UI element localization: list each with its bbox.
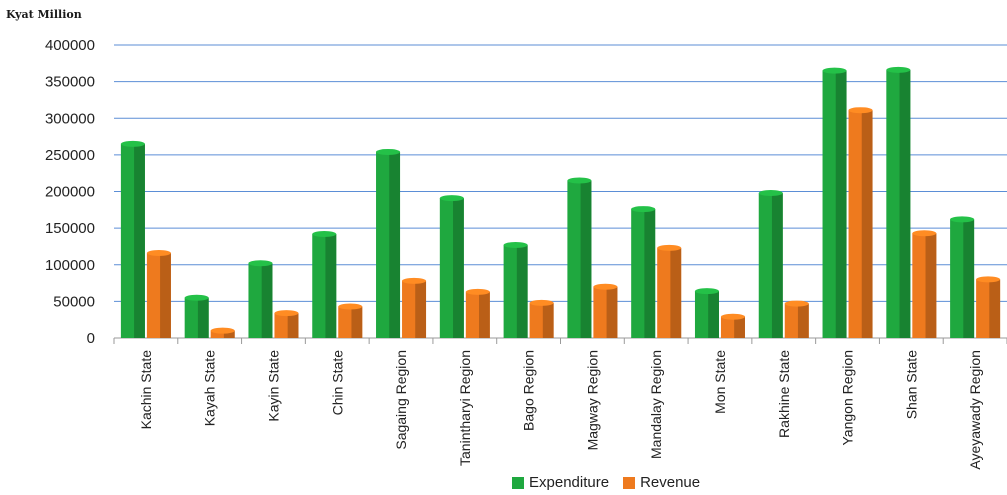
bar-top [950, 216, 975, 223]
x-tick-label: Mon State [712, 350, 728, 414]
bar-top [210, 327, 235, 334]
bar-shade [861, 110, 873, 338]
bar-shade [835, 70, 847, 338]
bar-top [503, 241, 528, 248]
bar-top [976, 276, 1001, 283]
bar-top [694, 288, 719, 295]
bar-shade [261, 263, 273, 338]
bar-shade [415, 280, 427, 338]
bar-shade [542, 302, 554, 338]
legend-item-revenue: Revenue [623, 474, 700, 491]
x-tick-label: Mandalay Region [648, 350, 664, 459]
bar-top [912, 230, 937, 237]
bar-shade [963, 219, 975, 338]
bar-shade [325, 233, 337, 338]
bar-shade [797, 303, 809, 338]
bar-top [567, 177, 592, 184]
x-tick-label: Rakhine State [776, 350, 792, 438]
bar-top [631, 206, 656, 213]
y-tick-label: 350000 [45, 74, 95, 91]
x-tick-label: Kayin State [265, 350, 281, 422]
y-tick-label: 0 [87, 330, 95, 347]
bar-shade [606, 286, 618, 338]
y-tick-label: 200000 [45, 184, 95, 201]
bar-top [465, 288, 490, 295]
x-tick-label: Sagaing Region [393, 350, 409, 450]
bar-shade [197, 297, 209, 338]
x-tick-label: Chin State [329, 350, 345, 416]
y-tick-label: 150000 [45, 220, 95, 237]
bar-shade [134, 143, 145, 338]
bar-top [439, 195, 464, 202]
bar-top [593, 283, 618, 290]
y-tick-label: 250000 [45, 147, 95, 164]
x-tick-label: Kachin State [138, 350, 154, 430]
bar-shade [389, 151, 401, 338]
y-tick-label: 400000 [45, 37, 95, 54]
bar-shade [453, 198, 464, 338]
bar-top [376, 148, 401, 155]
bar-top [146, 250, 171, 257]
bar-top [184, 294, 209, 301]
bar-shade [899, 69, 911, 338]
legend-label-revenue: Revenue [640, 474, 701, 491]
bar-shade [734, 316, 745, 338]
x-tick-label: Magway Region [584, 350, 600, 450]
legend-item-expenditure: Expenditure [512, 474, 609, 491]
bar-shade [989, 279, 1001, 338]
bar-top [657, 244, 682, 251]
y-tick-label: 50000 [53, 293, 95, 310]
bar-top [312, 230, 337, 237]
bar-top [720, 313, 745, 320]
bar-shade [644, 209, 656, 338]
bar-top [822, 67, 847, 74]
bar-shade [708, 291, 719, 338]
bar-top [338, 303, 363, 310]
bar-top [402, 277, 427, 284]
bar-top [848, 107, 873, 114]
bar-shade [670, 247, 682, 338]
x-tick-label: Kayah State [202, 350, 218, 426]
x-tick-label: Yangon Region [840, 350, 856, 445]
bar-shade [479, 291, 490, 338]
bar-shade [223, 330, 235, 338]
legend: Expenditure Revenue [512, 474, 714, 491]
bar-shade [287, 313, 299, 338]
bar-top [784, 300, 809, 307]
bar-shade [160, 253, 171, 338]
bar-shade [771, 192, 783, 338]
bar-top [120, 140, 145, 147]
bar-shade [925, 233, 937, 338]
x-tick-label: Shan State [903, 350, 919, 419]
x-tick-label: Tanintharyi Region [457, 350, 473, 466]
bar-top [274, 310, 299, 317]
bar-top [886, 66, 911, 73]
bar-revenue-kayah-state [210, 330, 235, 338]
x-tick-label: Ayeyawady Region [967, 350, 983, 470]
y-tick-label: 300000 [45, 110, 95, 127]
y-unit-label: Kyat Million [6, 8, 82, 21]
bar-top [758, 189, 783, 196]
bar-shade [351, 306, 363, 338]
bar-shade [580, 180, 592, 338]
y-tick-label: 100000 [45, 257, 95, 274]
bar-shade [516, 244, 528, 338]
legend-label-expenditure: Expenditure [529, 474, 610, 491]
bar-top [248, 260, 273, 267]
x-tick-label: Bago Region [521, 350, 537, 431]
bar-top [529, 299, 554, 306]
legend-swatch-expenditure [512, 476, 524, 489]
legend-swatch-revenue [623, 476, 636, 489]
